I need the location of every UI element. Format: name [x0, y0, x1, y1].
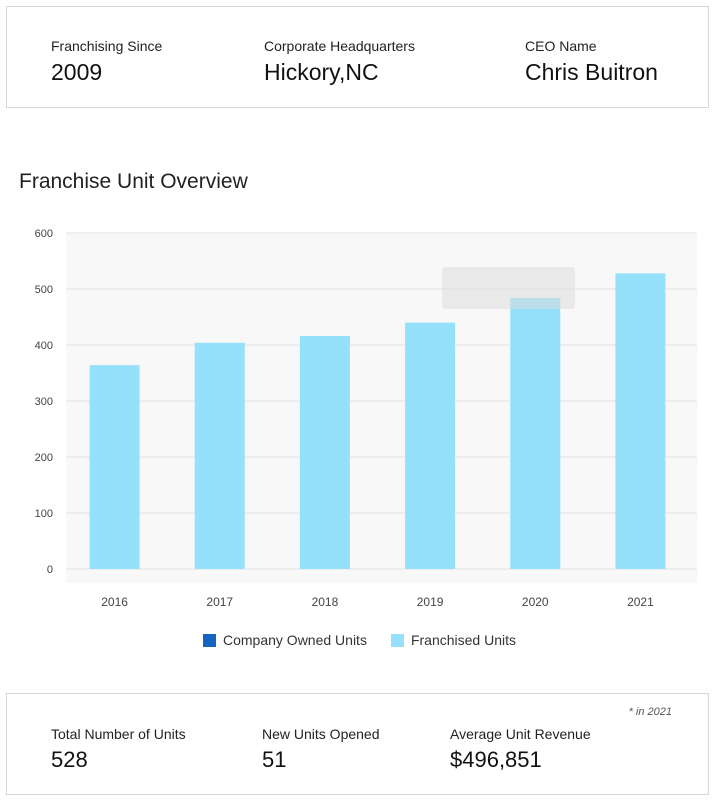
ceo-stat: CEO Name Chris Buitron — [525, 38, 658, 86]
avg-revenue-value: $496,851 — [450, 747, 542, 772]
avg-revenue-label: Average Unit Revenue — [450, 726, 591, 742]
x-tick-label: 2020 — [522, 595, 549, 609]
new-units-value: 51 — [262, 747, 287, 772]
headquarters-stat: Corporate Headquarters Hickory,NC — [264, 38, 415, 86]
legend-item-franchised[interactable]: Franchised Units — [390, 632, 516, 648]
x-tick-label: 2016 — [101, 595, 128, 609]
ceo-value: Chris Buitron — [525, 59, 658, 85]
plot-background — [66, 233, 697, 583]
legend-item-company-owned[interactable]: Company Owned Units — [203, 632, 367, 648]
chart-legend: Company Owned Units Franchised Units — [203, 632, 516, 648]
total-units-value: 528 — [51, 747, 88, 772]
avg-revenue-stat: Average Unit Revenue $496,851 — [450, 726, 591, 773]
chart-title: Franchise Unit Overview — [19, 170, 248, 193]
x-tick-label: 2021 — [627, 595, 654, 609]
y-tick-label: 0 — [47, 564, 53, 576]
y-tick-label: 300 — [35, 396, 53, 408]
legend-swatch-company-owned — [203, 633, 216, 647]
legend-label-company-owned: Company Owned Units — [223, 632, 367, 648]
franchising-since-label: Franchising Since — [51, 38, 163, 54]
y-tick-label: 400 — [35, 340, 53, 352]
franchising-since-value: 2009 — [51, 59, 103, 85]
total-units-stat: Total Number of Units 528 — [51, 726, 186, 773]
bar-franchised-2017 — [194, 342, 245, 569]
y-tick-label: 200 — [35, 452, 53, 464]
headquarters-label: Corporate Headquarters — [264, 38, 415, 54]
franchising-since-stat: Franchising Since 2009 — [51, 38, 162, 86]
x-tick-label: 2018 — [312, 595, 339, 609]
bar-franchised-2019 — [405, 322, 456, 569]
total-units-label: Total Number of Units — [51, 726, 186, 742]
bar-franchised-2016 — [89, 365, 140, 569]
legend-label-franchised: Franchised Units — [410, 632, 516, 648]
new-units-stat: New Units Opened 51 — [262, 726, 380, 773]
x-tick-label: 2017 — [206, 595, 233, 609]
legend-swatch-franchised — [390, 633, 404, 647]
unit-bar-chart: 0 100 200 300 400 500 600 2016 2017 2018 2019 2020 2… — [35, 228, 697, 609]
summary-card: * in 2021 Total Number of Units 528 New … — [6, 693, 709, 795]
bar-franchised-2021 — [615, 273, 666, 569]
y-tick-label: 500 — [35, 284, 53, 296]
x-tick-label: 2019 — [417, 595, 444, 609]
y-tick-label: 100 — [35, 508, 53, 520]
footer-note: * in 2021 — [628, 706, 672, 718]
ceo-label: CEO Name — [525, 38, 597, 54]
headquarters-value: Hickory,NC — [264, 59, 379, 85]
overview-card: Franchising Since 2009 Corporate Headqua… — [6, 6, 709, 108]
tooltip-box — [442, 267, 575, 309]
bar-franchised-2020 — [510, 297, 561, 569]
new-units-label: New Units Opened — [262, 726, 380, 742]
bar-franchised-2018 — [299, 336, 350, 569]
y-tick-label: 600 — [35, 228, 53, 240]
